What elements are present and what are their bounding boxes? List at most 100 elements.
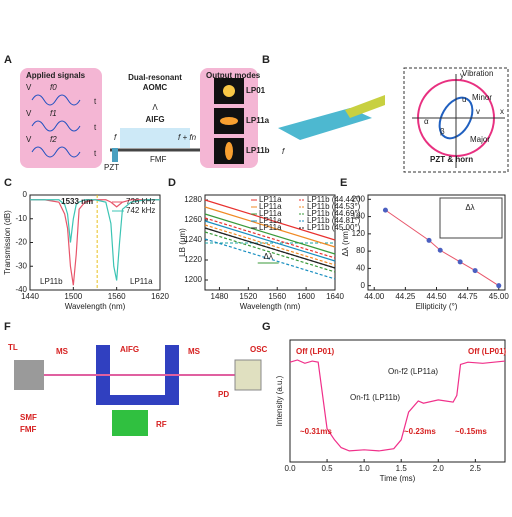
panel-b-art xyxy=(278,67,509,173)
y-tick-label: -20 xyxy=(15,238,27,247)
panel-label: E xyxy=(340,177,347,189)
label: β xyxy=(440,127,445,136)
y-tick-label: -30 xyxy=(15,261,27,270)
label: t xyxy=(94,149,97,158)
y-tick-label: 80 xyxy=(356,246,365,255)
y-tick-label: 1280 xyxy=(184,195,202,204)
legend-label: LP11b (44.44°) xyxy=(307,195,361,204)
label: PD xyxy=(218,390,229,399)
x-tick-label: 45.00 xyxy=(489,292,510,301)
x-tick-label: 2.5 xyxy=(470,464,482,473)
label: LP11a xyxy=(246,116,270,125)
y-axis-label: Intensity (a.u.) xyxy=(275,375,284,426)
panel-label: G xyxy=(262,321,271,333)
label: Minor xyxy=(472,93,492,102)
label: AIFG xyxy=(145,115,164,124)
y-tick-label: 0 xyxy=(23,190,28,199)
label: Vibration xyxy=(462,69,493,78)
data-point xyxy=(472,268,478,274)
x-tick-label: 0.5 xyxy=(322,464,334,473)
legend-label: LP11a xyxy=(259,195,282,204)
legend-label: 742 kHz xyxy=(126,206,155,215)
y-tick-label: 1260 xyxy=(184,215,202,224)
y-tick-label: 1240 xyxy=(184,235,202,244)
x-axis-label: Time (ms) xyxy=(380,474,416,483)
x-tick-label: 1500 xyxy=(64,292,82,301)
label: OSC xyxy=(250,345,268,354)
legend-label: LP11b (44.81°) xyxy=(307,216,361,225)
panel-label: D xyxy=(168,177,176,189)
label: ~0.31ms xyxy=(300,427,332,436)
label: Δλ xyxy=(264,252,273,261)
data-point xyxy=(426,237,432,243)
label: V xyxy=(26,83,32,92)
label: f2 xyxy=(50,135,57,144)
label: FMF xyxy=(20,425,37,434)
label: RF xyxy=(156,420,167,429)
label: u xyxy=(462,95,466,104)
x-tick-label: 1520 xyxy=(239,292,257,301)
data-line xyxy=(289,359,506,452)
label: v xyxy=(476,107,480,116)
data-line xyxy=(204,199,336,241)
y-axis-label: Transmission (dB) xyxy=(3,210,12,275)
data-line xyxy=(204,238,336,280)
label: AIFG xyxy=(120,345,139,354)
legend-label: 726 kHz xyxy=(126,197,155,206)
label: PZT & horn xyxy=(430,155,473,164)
y-tick-label: 40 xyxy=(356,264,365,273)
label: V xyxy=(26,109,32,118)
label: f0 xyxy=(50,83,57,92)
x-tick-label: 1640 xyxy=(326,292,344,301)
signal-wave xyxy=(31,94,81,106)
legend-label: LP11a xyxy=(259,216,282,225)
data-line xyxy=(204,220,336,262)
data-point xyxy=(382,207,388,213)
label: On-f2 (LP11a) xyxy=(388,367,438,376)
label: f + fn xyxy=(178,133,197,142)
label: SMF xyxy=(20,413,37,422)
x-axis-label: Ellipticity (°) xyxy=(416,302,458,311)
label: LP11a xyxy=(130,277,153,286)
y-tick-label: 120 xyxy=(352,229,366,238)
label: α xyxy=(424,117,429,126)
x-tick-label: 1440 xyxy=(21,292,39,301)
signal-wave xyxy=(31,120,81,132)
label: x xyxy=(500,107,504,116)
x-tick-label: 1560 xyxy=(108,292,126,301)
label: t xyxy=(94,97,97,106)
label: t xyxy=(94,123,97,132)
legend-label: LP11a xyxy=(259,202,282,211)
label: ~0.15ms xyxy=(455,427,487,436)
legend-label: LP11b (44.53°) xyxy=(307,202,361,211)
label: ~0.23ms xyxy=(404,427,436,436)
label: y xyxy=(460,71,464,80)
y-axis-label: LB (μm) xyxy=(178,228,187,257)
label: LP01 xyxy=(246,86,266,95)
y-tick-label: -10 xyxy=(15,214,27,223)
data-line xyxy=(30,199,160,286)
x-tick-label: 0.0 xyxy=(284,464,296,473)
y-tick-label: 200 xyxy=(352,194,366,203)
legend-label: LP11a xyxy=(259,223,282,232)
x-axis-label: Wavelength (nm) xyxy=(65,302,126,311)
data-point xyxy=(457,259,463,265)
label: Λ xyxy=(152,103,158,112)
data-line xyxy=(204,231,336,273)
y-tick-label: -40 xyxy=(15,285,27,294)
y-tick-label: 1200 xyxy=(184,275,202,284)
label: f xyxy=(114,133,117,142)
label: 1533 nm xyxy=(61,197,93,206)
label: LP11b xyxy=(246,146,270,155)
label: PZT xyxy=(104,163,119,172)
panel-label: C xyxy=(4,177,12,189)
inset xyxy=(439,197,503,239)
label: MS xyxy=(56,347,69,356)
x-tick-label: 1.0 xyxy=(359,464,371,473)
data-point xyxy=(496,283,502,289)
data-line xyxy=(30,199,160,281)
label: FMF xyxy=(150,155,167,164)
label: LP11b xyxy=(40,277,63,286)
y-axis-label: Δλ (nm) xyxy=(341,228,350,256)
panel-label: B xyxy=(262,54,270,66)
